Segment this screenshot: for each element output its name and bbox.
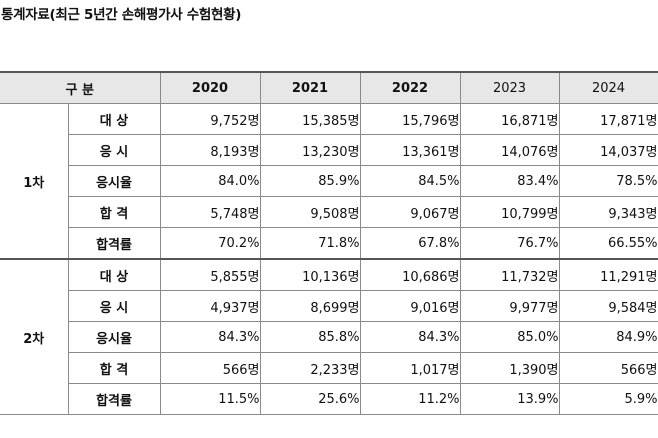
table-cell: 14,037명	[558, 134, 658, 166]
table-cell: 15,796명	[359, 103, 461, 135]
table-header-row: 구 분 2020 2021 2022 2023 2024	[0, 71, 658, 104]
table-cell: 85.0%	[459, 321, 560, 353]
year-header: 2023	[459, 71, 560, 104]
table-row: 1차 대 상 9,752명 15,385명 15,796명 16,871명 17…	[0, 103, 658, 260]
table-cell: 15,385명	[259, 103, 361, 135]
table-cell: 10,686명	[359, 258, 461, 291]
table-cell: 9,752명	[159, 103, 261, 135]
table-cell: 84.9%	[558, 321, 658, 353]
table-cell: 11,732명	[459, 258, 560, 291]
table-cell: 4,937명	[159, 290, 261, 322]
row-label: 대 상	[67, 258, 161, 291]
table-cell: 5,748명	[159, 196, 261, 228]
row-label: 대 상	[67, 103, 161, 135]
table-cell: 9,067명	[359, 196, 461, 228]
table-cell: 71.8%	[259, 227, 361, 260]
table-row: 합 격 5,748명 9,508명 9,067명 10,799명 9,343명	[0, 196, 658, 228]
table-row: 응시율 84.0% 85.9% 84.5% 83.4% 78.5%	[0, 165, 658, 197]
row-label: 응시율	[67, 321, 161, 353]
table-row: 합 격 566명 2,233명 1,017명 1,390명 566명	[0, 352, 658, 384]
year-header: 2024	[558, 71, 658, 104]
table-cell: 67.8%	[359, 227, 461, 260]
table-cell: 85.9%	[259, 165, 361, 197]
table-cell: 84.5%	[359, 165, 461, 197]
row-label: 응시율	[67, 165, 161, 197]
table-cell: 566명	[159, 352, 261, 384]
table-cell: 9,977명	[459, 290, 560, 322]
table-cell: 5,855명	[159, 258, 261, 291]
table-cell: 10,136명	[259, 258, 361, 291]
table-row: 응 시 8,193명 13,230명 13,361명 14,076명 14,03…	[0, 134, 658, 166]
category-header: 구 분	[0, 71, 161, 104]
year-header: 2022	[359, 71, 461, 104]
table-cell: 10,799명	[459, 196, 560, 228]
table-row: 2차 대 상 5,855명 10,136명 10,686명 11,732명 11…	[0, 258, 658, 415]
table-cell: 78.5%	[558, 165, 658, 197]
row-label: 응 시	[67, 134, 161, 166]
table-cell: 14,076명	[459, 134, 560, 166]
table-cell: 5.9%	[558, 383, 658, 415]
page-title: 통계자료(최근 5년간 손해평가사 수험현황)	[1, 7, 242, 23]
row-label: 합 격	[67, 352, 161, 384]
table-cell: 8,699명	[259, 290, 361, 322]
table-cell: 9,508명	[259, 196, 361, 228]
table-cell: 83.4%	[459, 165, 560, 197]
table-cell: 9,016명	[359, 290, 461, 322]
table-cell: 11.2%	[359, 383, 461, 415]
table-cell: 76.7%	[459, 227, 560, 260]
table-cell: 85.8%	[259, 321, 361, 353]
group-label-first: 1차	[0, 103, 69, 260]
table-row: 합격률 11.5% 25.6% 11.2% 13.9% 5.9%	[0, 383, 658, 415]
row-label: 합격률	[67, 383, 161, 415]
table-row: 응 시 4,937명 8,699명 9,016명 9,977명 9,584명	[0, 290, 658, 322]
table-cell: 70.2%	[159, 227, 261, 260]
table-cell: 13,230명	[259, 134, 361, 166]
table-cell: 84.0%	[159, 165, 261, 197]
table-cell: 566명	[558, 352, 658, 384]
table-cell: 8,193명	[159, 134, 261, 166]
table-cell: 1,017명	[359, 352, 461, 384]
table-cell: 17,871명	[558, 103, 658, 135]
table-cell: 9,343명	[558, 196, 658, 228]
table-cell: 9,584명	[558, 290, 658, 322]
table-cell: 66.55%	[558, 227, 658, 260]
table-row: 응시율 84.3% 85.8% 84.3% 85.0% 84.9%	[0, 321, 658, 353]
year-header: 2020	[159, 71, 261, 104]
table-cell: 1,390명	[459, 352, 560, 384]
table-cell: 84.3%	[359, 321, 461, 353]
table-cell: 13,361명	[359, 134, 461, 166]
year-header: 2021	[259, 71, 361, 104]
table-cell: 16,871명	[459, 103, 560, 135]
row-label: 응 시	[67, 290, 161, 322]
table-cell: 13.9%	[459, 383, 560, 415]
table-cell: 11,291명	[558, 258, 658, 291]
table-cell: 25.6%	[259, 383, 361, 415]
table-cell: 11.5%	[159, 383, 261, 415]
table-row: 합격률 70.2% 71.8% 67.8% 76.7% 66.55%	[0, 227, 658, 260]
row-label: 합격률	[67, 227, 161, 260]
group-label-second: 2차	[0, 258, 69, 415]
exam-statistics-table: 구 분 2020 2021 2022 2023 2024 1차 대 상 9,75…	[0, 71, 658, 415]
table-cell: 2,233명	[259, 352, 361, 384]
row-label: 합 격	[67, 196, 161, 228]
table-cell: 84.3%	[159, 321, 261, 353]
